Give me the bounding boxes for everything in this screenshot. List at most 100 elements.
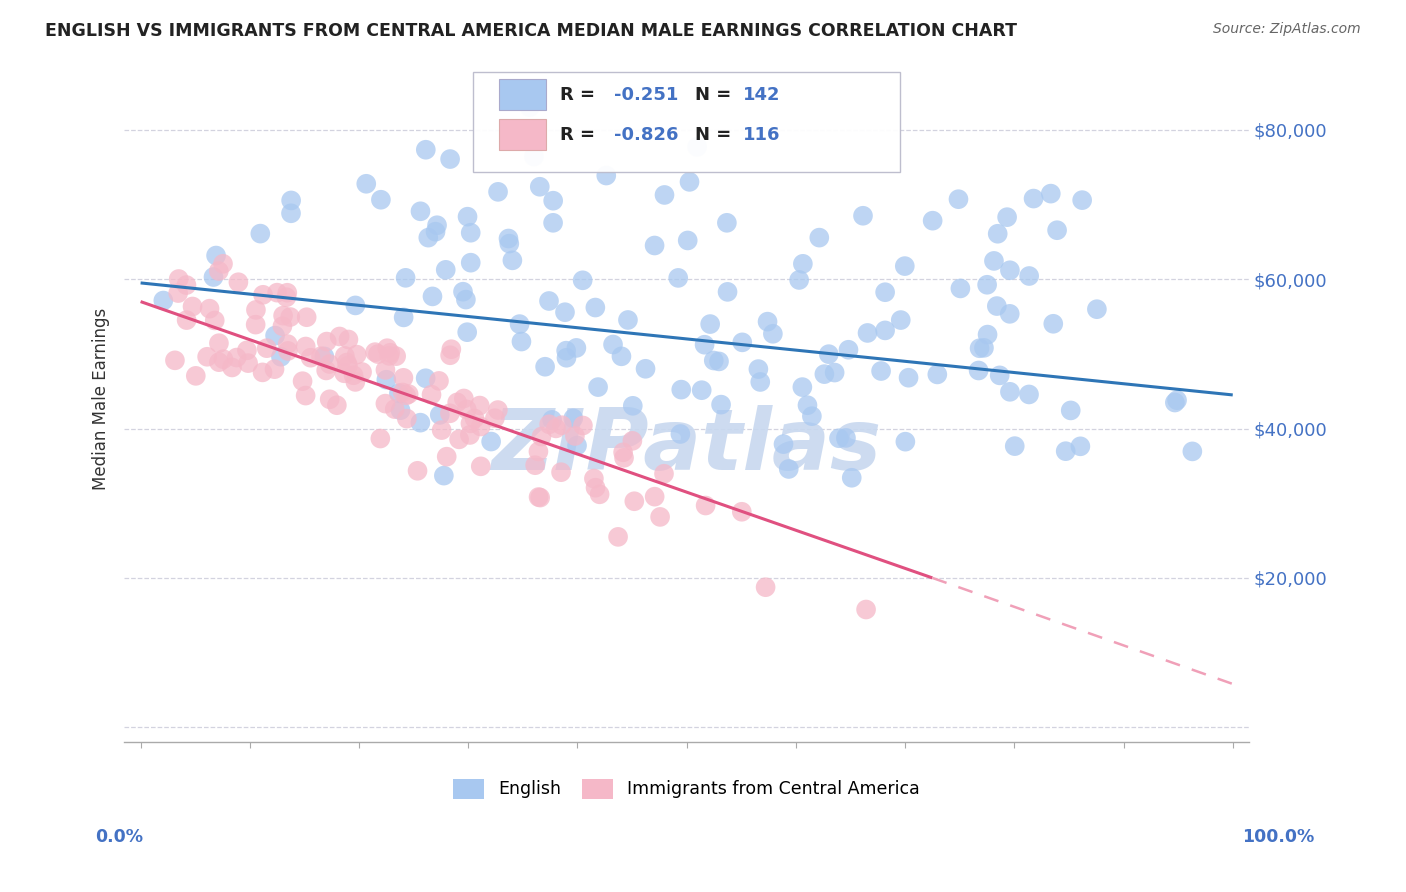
Point (486, 403, 509, 417)
Point (1071, 193, 1094, 207)
Point (208, 355, 231, 369)
Point (460, 255, 482, 269)
Point (299, 351, 322, 365)
Point (998, 263, 1021, 277)
Point (425, 225, 447, 239)
Point (586, 380, 609, 394)
Point (228, 275, 250, 289)
Point (389, 403, 412, 417)
Point (731, 335, 754, 350)
Point (537, 293, 560, 308)
Point (927, 368, 949, 382)
Text: 116: 116 (742, 126, 780, 144)
Point (436, 450, 458, 464)
Point (710, 398, 733, 412)
Point (294, 339, 316, 353)
Point (337, 333, 360, 347)
Point (716, 216, 738, 230)
Text: R =: R = (560, 86, 600, 104)
Point (808, 230, 831, 244)
Point (998, 384, 1021, 399)
Point (693, 337, 716, 351)
Text: Source: ZipAtlas.com: Source: ZipAtlas.com (1213, 22, 1361, 37)
Point (252, 287, 274, 301)
Point (756, 315, 779, 329)
Point (634, 361, 657, 376)
Point (236, 343, 259, 358)
Point (870, 364, 893, 378)
Point (621, 434, 644, 448)
Point (1022, 192, 1045, 206)
Point (510, 334, 533, 349)
Point (1004, 439, 1026, 453)
Point (385, 349, 408, 363)
Point (695, 499, 717, 513)
Point (550, 465, 572, 479)
Point (449, 433, 471, 447)
Point (617, 313, 640, 327)
Point (755, 580, 778, 594)
Point (1085, 302, 1108, 317)
Point (519, 100, 541, 114)
Point (204, 313, 226, 327)
Point (613, 450, 636, 465)
Point (439, 348, 461, 362)
Point (762, 326, 785, 341)
Point (669, 427, 692, 442)
Point (453, 392, 475, 406)
Point (1069, 439, 1091, 453)
Point (654, 188, 676, 202)
Point (988, 368, 1011, 383)
Point (451, 285, 474, 299)
Point (690, 383, 713, 397)
Bar (499, 79, 546, 110)
Point (648, 509, 671, 524)
Point (856, 326, 879, 340)
Point (184, 368, 207, 383)
Point (529, 179, 551, 194)
Point (380, 345, 402, 359)
Point (252, 365, 274, 379)
Point (375, 341, 398, 355)
Point (983, 254, 1005, 268)
Point (1060, 403, 1083, 417)
Point (464, 411, 486, 425)
Point (429, 408, 451, 422)
Point (470, 419, 492, 434)
Point (315, 363, 337, 377)
Point (434, 262, 457, 277)
Point (439, 406, 461, 420)
Point (524, 458, 547, 473)
Point (309, 349, 332, 363)
Text: -0.251: -0.251 (613, 86, 678, 104)
Point (828, 431, 851, 445)
Point (245, 318, 267, 332)
Point (555, 351, 578, 365)
Point (167, 272, 190, 286)
Point (541, 216, 564, 230)
Point (388, 386, 411, 401)
Point (176, 313, 198, 327)
Point (271, 319, 294, 334)
Point (541, 194, 564, 208)
Point (484, 411, 506, 425)
Point (333, 366, 356, 380)
Point (152, 293, 174, 308)
Text: 142: 142 (742, 86, 780, 104)
Point (875, 285, 897, 300)
Point (703, 353, 725, 368)
Point (671, 383, 693, 397)
Point (976, 277, 998, 292)
Point (949, 281, 972, 295)
Point (420, 387, 443, 401)
Point (440, 342, 463, 356)
Point (384, 402, 406, 417)
Point (433, 468, 456, 483)
Text: ENGLISH VS IMMIGRANTS FROM CENTRAL AMERICA MEDIAN MALE EARNINGS CORRELATION CHAR: ENGLISH VS IMMIGRANTS FROM CENTRAL AMERI… (45, 22, 1017, 40)
Point (346, 348, 368, 362)
Text: -0.826: -0.826 (613, 126, 678, 144)
Point (583, 301, 606, 315)
Point (555, 343, 578, 358)
Point (280, 194, 302, 208)
Point (747, 362, 769, 376)
